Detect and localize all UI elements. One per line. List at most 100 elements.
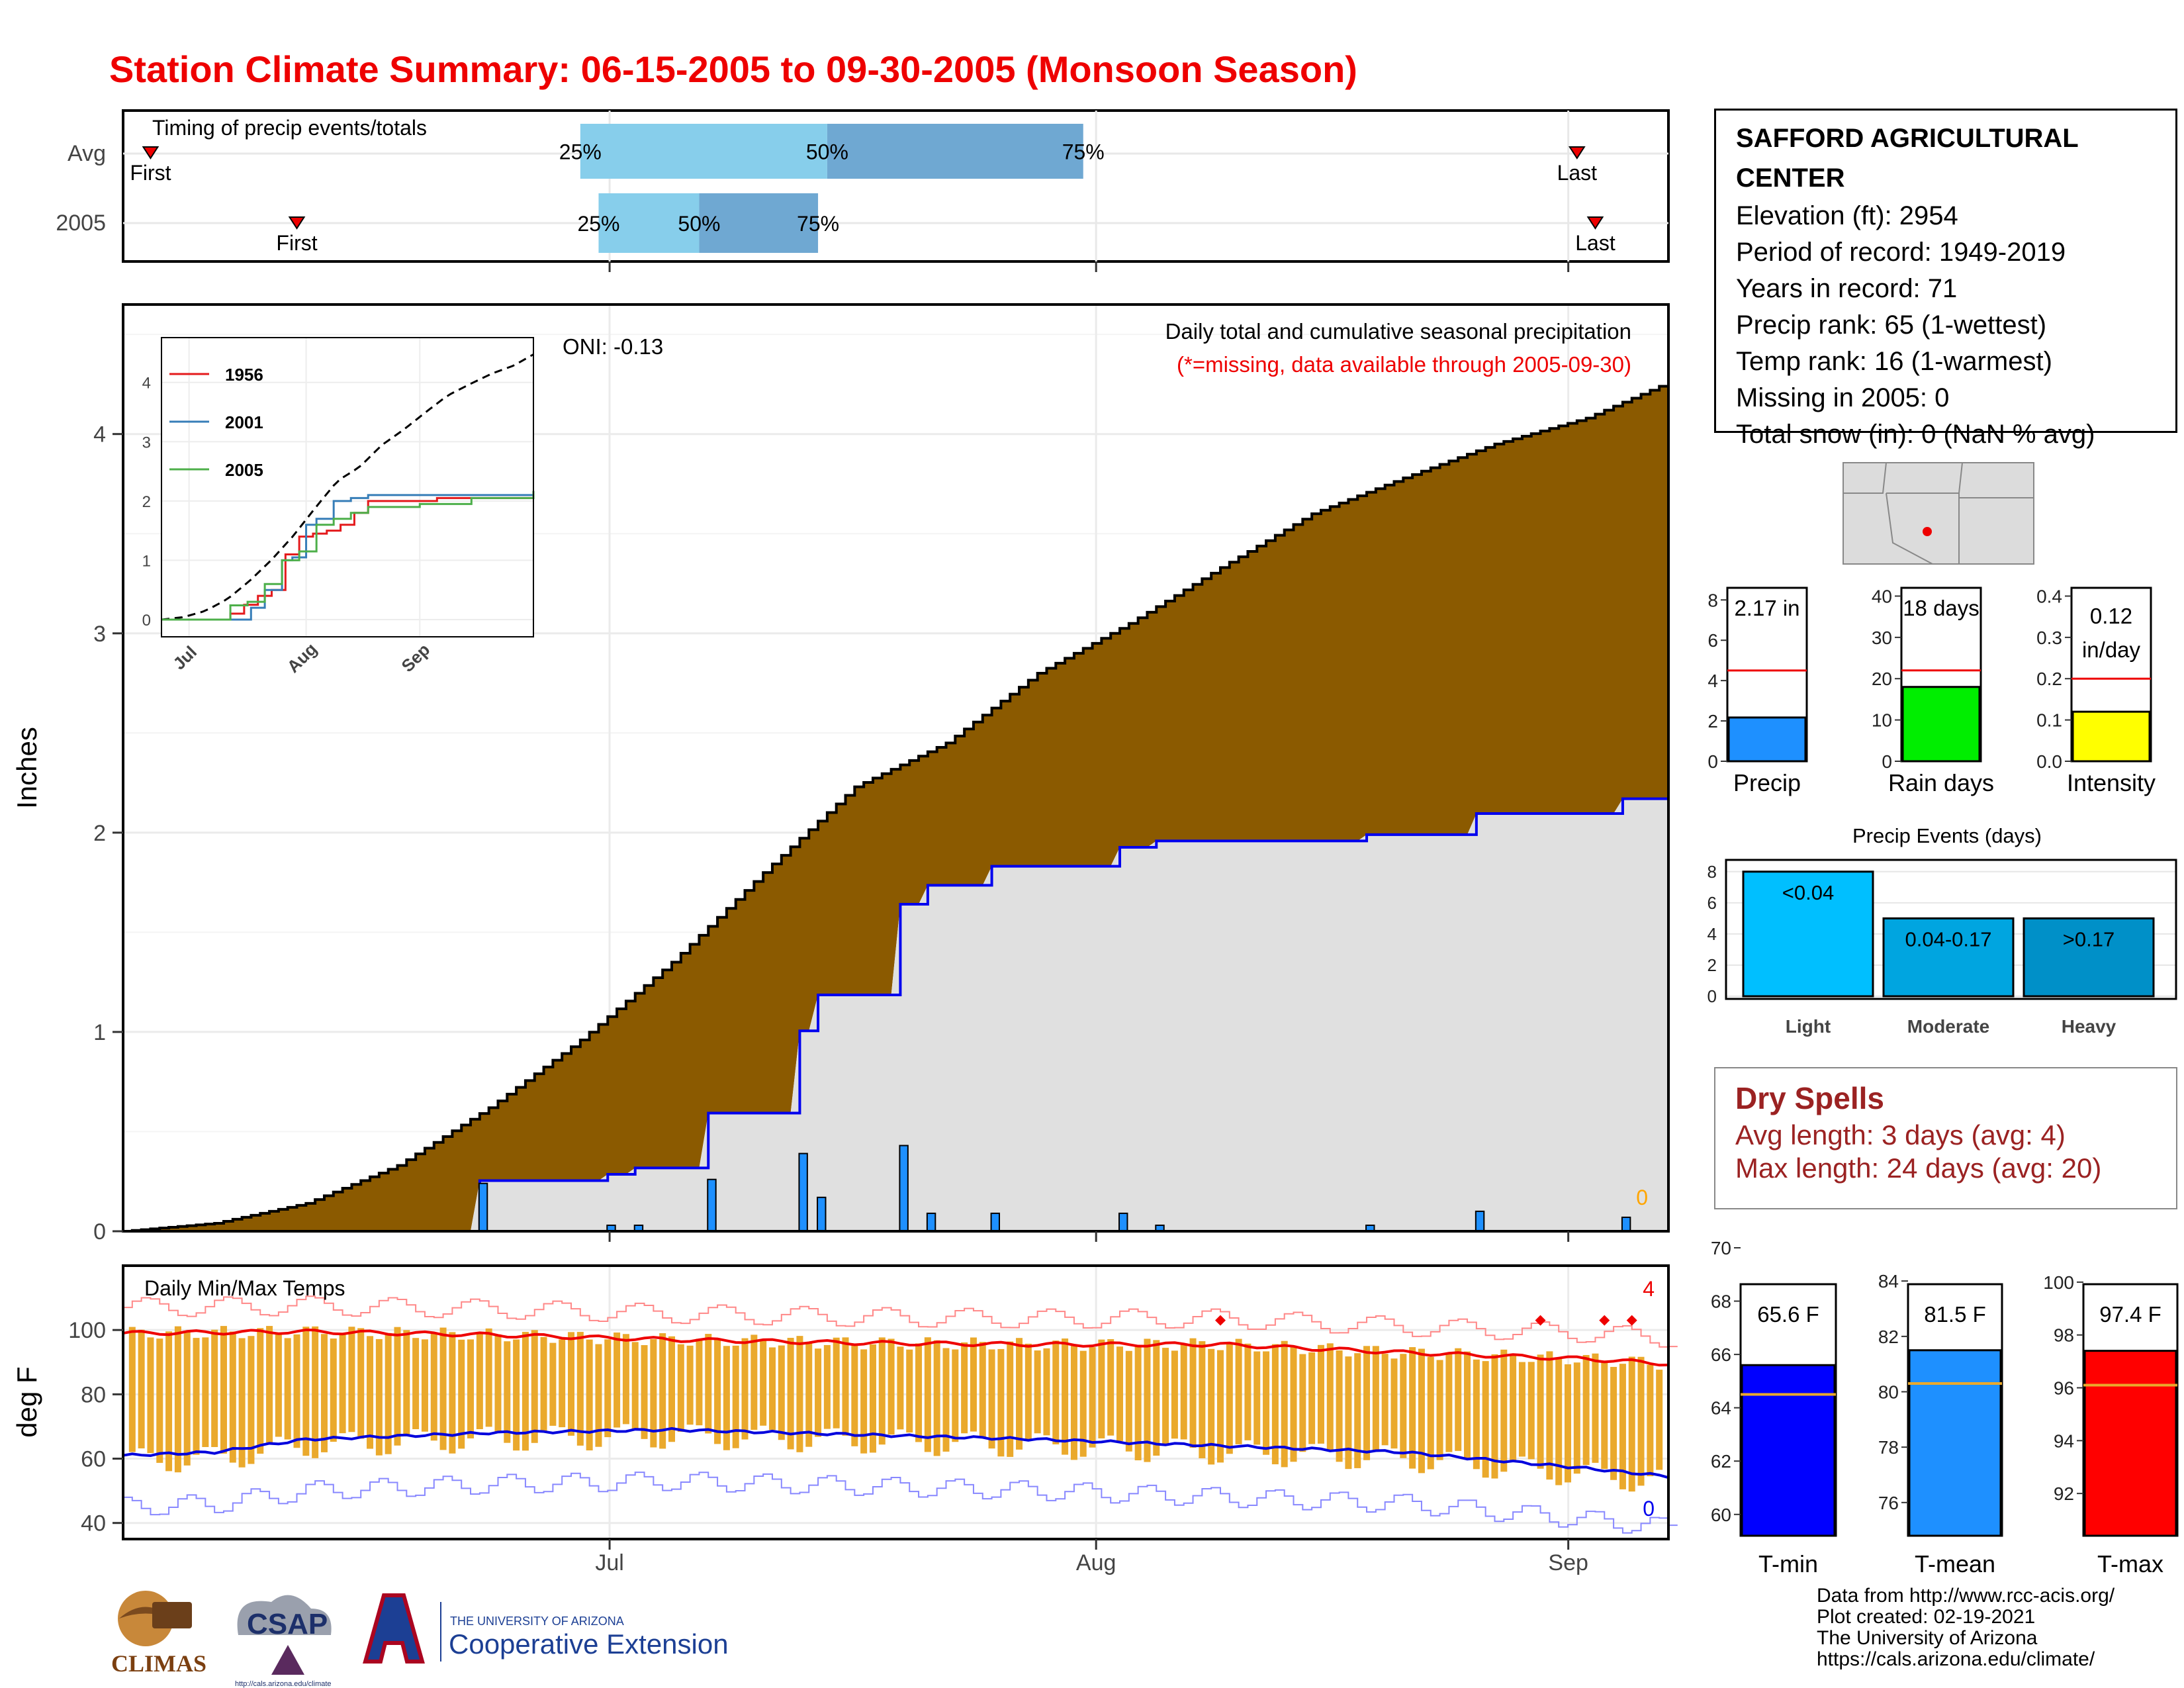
summary-bar-ytick: 0.1 — [2036, 710, 2062, 731]
timing-last-label: Last — [1575, 231, 1615, 255]
summary-bar-value-unit: in/day — [2082, 637, 2141, 662]
daily-temp-bar — [513, 1339, 520, 1451]
daily-temp-bar — [1107, 1339, 1115, 1436]
missing-count: 0 — [1636, 1186, 1648, 1209]
events-ytick: 8 — [1707, 862, 1717, 882]
summary-bar-ytick: 0.3 — [2036, 628, 2062, 648]
daily-temp-bar — [768, 1347, 776, 1430]
record-high-count: 4 — [1643, 1277, 1655, 1301]
record-high-marker — [1599, 1315, 1610, 1326]
record-high-marker — [1535, 1315, 1546, 1326]
events-bar-range: 0.04-0.17 — [1905, 927, 1992, 951]
daily-temp-bar — [1216, 1350, 1224, 1463]
daily-temp-bar — [339, 1333, 346, 1434]
daily-temp-bar — [1500, 1349, 1508, 1472]
daily-temp-bar — [1299, 1354, 1306, 1452]
station-years: Years in record: 71 — [1736, 274, 1958, 303]
daily-temp-bar — [1647, 1364, 1654, 1477]
daily-temp-bar — [522, 1332, 529, 1451]
summary-bar-ytick: 40 — [1872, 586, 1892, 606]
daily-temp-bar — [540, 1336, 547, 1432]
daily-temp-bar — [559, 1339, 566, 1428]
inset-ytick: 0 — [142, 612, 151, 630]
timing-q50-label: 50% — [806, 140, 848, 164]
daily-temp-bar — [952, 1349, 959, 1442]
daily-temp-bar — [257, 1328, 264, 1454]
daily-temp-bar — [430, 1332, 437, 1441]
daily-temp-bar — [1336, 1350, 1343, 1462]
daily-temp-bar — [677, 1344, 684, 1432]
footer-credits: Data from http://www.rcc-acis.org/ Plot … — [1817, 1585, 2115, 1670]
daily-temp-bar — [650, 1339, 657, 1448]
daily-temp-bar — [1427, 1356, 1434, 1470]
daily-temp-bar — [156, 1338, 163, 1463]
daily-temp-bar — [860, 1349, 868, 1454]
timing-event-marker — [1586, 216, 1604, 230]
precip-ytick: 4 — [93, 422, 106, 447]
daily-temp-bar — [1208, 1348, 1215, 1465]
summary-bar-value: 0.12 — [2090, 604, 2132, 628]
daily-temp-bar — [686, 1345, 694, 1425]
daily-temp-bar — [942, 1348, 950, 1452]
daily-temp-bar — [1171, 1350, 1178, 1439]
daily-temp-bar — [531, 1330, 538, 1443]
daily-temp-bar — [357, 1328, 365, 1439]
daily-temp-bar — [1308, 1352, 1316, 1444]
partner-logos: CLIMAS CSAP http://cals.arizona.edu/clim… — [111, 1591, 729, 1688]
events-bar — [1742, 870, 1874, 998]
timing-panel-label: Timing of precip events/totals — [152, 116, 427, 140]
station-precip-rank: Precip rank: 65 (1-wettest) — [1736, 310, 2047, 340]
timing-first-label: First — [130, 161, 171, 185]
daily-temp-bar — [202, 1337, 209, 1447]
daily-temp-bar — [787, 1338, 794, 1450]
daily-temp-bar — [1162, 1348, 1169, 1446]
temp-bar-label: T-max — [2097, 1550, 2163, 1577]
daily-temp-bar — [476, 1332, 483, 1430]
daily-temp-bar — [1226, 1343, 1233, 1454]
timing-box-lower — [580, 124, 827, 179]
daily-temp-bar — [1565, 1364, 1572, 1483]
precip-ytick: 2 — [93, 821, 106, 846]
daily-temp-bar — [659, 1333, 666, 1449]
daily-temp-bar — [1235, 1338, 1242, 1444]
summary-bar-ytick: 0.2 — [2036, 669, 2062, 689]
timing-row-label-2005: 2005 — [56, 211, 106, 236]
summary-bar-ytick: 8 — [1707, 590, 1718, 610]
summary-bar-ytick: 20 — [1872, 669, 1892, 689]
footer-line: Data from http://www.rcc-acis.org/ — [1817, 1585, 2115, 1607]
daily-temp-bar — [320, 1334, 328, 1452]
daily-temp-bar — [1537, 1354, 1544, 1469]
daily-temp-bar — [1482, 1361, 1489, 1478]
station-temp-rank: Temp rank: 16 (1-warmest) — [1736, 347, 2052, 376]
events-title: Precip Events (days) — [1852, 824, 2042, 847]
daily-temp-bar — [1473, 1359, 1480, 1470]
station-elevation: Elevation (ft): 2954 — [1736, 201, 1958, 230]
temp-bar-ytick: 62 — [1711, 1451, 1731, 1472]
oni-label: ONI: -0.13 — [563, 334, 663, 359]
daily-precip-bar — [990, 1212, 1001, 1232]
location-map — [1843, 462, 2034, 565]
daily-temp-bar — [668, 1336, 675, 1442]
daily-temp-bar — [1455, 1348, 1462, 1451]
record-low-count: 0 — [1643, 1497, 1655, 1521]
daily-temp-bar — [1637, 1356, 1645, 1486]
daily-temp-bar — [1189, 1338, 1197, 1448]
summary-bar-ytick: 10 — [1872, 710, 1892, 731]
daily-temp-bar — [833, 1337, 840, 1429]
daily-temp-bar — [924, 1337, 931, 1452]
summary-bar-ytick: 0 — [1707, 751, 1718, 772]
summary-bar-value: 2.17 in — [1734, 596, 1799, 620]
daily-temp-bar — [1052, 1340, 1060, 1444]
daily-temp-bar — [641, 1345, 648, 1439]
station-missing: Missing in 2005: 0 — [1736, 383, 1950, 412]
daily-precip-bar — [798, 1152, 808, 1233]
temp-panel: Daily Min/Max Temps 4 0 deg F 406080100 … — [11, 261, 1678, 1575]
inset-ytick: 1 — [142, 552, 151, 570]
summary-bar-value: 18 days — [1903, 596, 1979, 620]
footer-line: https://cals.arizona.edu/climate/ — [1817, 1648, 2095, 1670]
daily-temp-bar — [906, 1349, 913, 1433]
temp-ytick: 80 — [81, 1382, 106, 1407]
daily-temp-bar — [1345, 1356, 1352, 1470]
summary-bar-fill — [2071, 710, 2151, 763]
